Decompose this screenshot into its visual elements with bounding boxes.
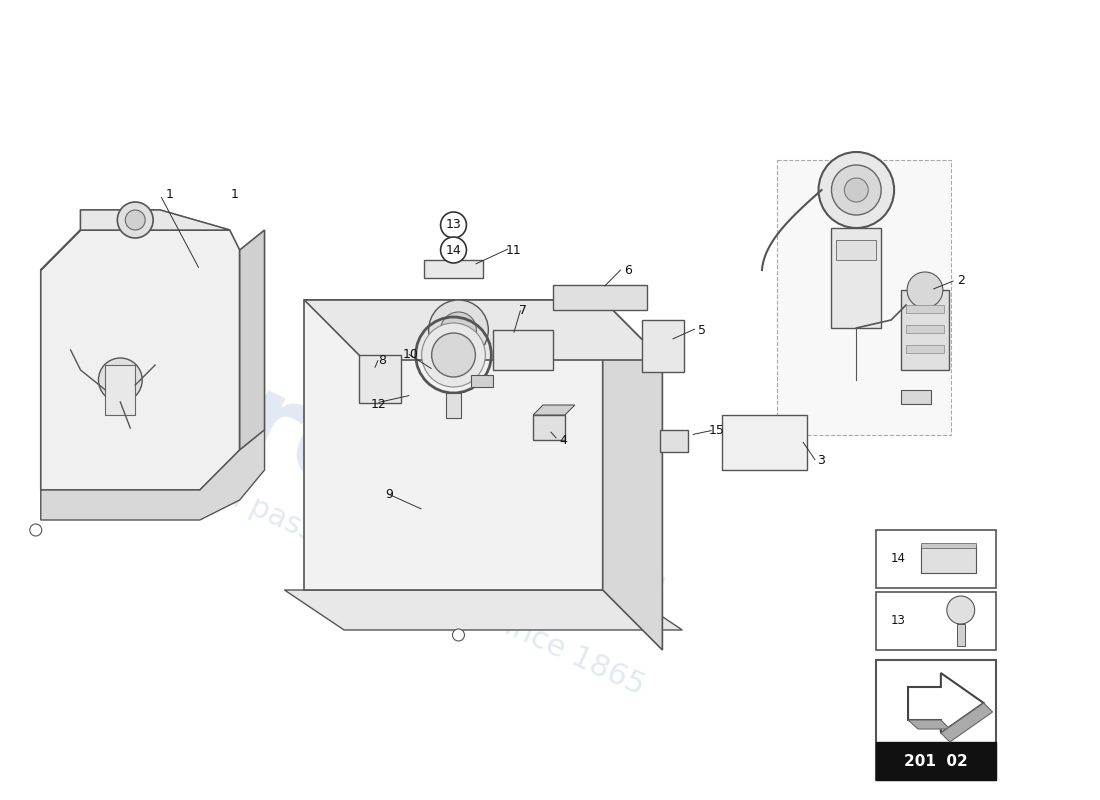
Circle shape (441, 237, 466, 263)
Circle shape (908, 272, 943, 308)
Circle shape (431, 333, 475, 377)
Circle shape (832, 165, 881, 215)
Text: 2: 2 (957, 274, 965, 286)
Circle shape (429, 300, 488, 360)
Bar (921, 545, 976, 573)
Bar (493, 330, 553, 370)
Bar (901, 390, 931, 404)
Text: 3: 3 (817, 454, 825, 466)
Circle shape (421, 323, 485, 387)
Bar (106, 365, 135, 415)
Bar (553, 285, 648, 310)
Bar (660, 430, 689, 452)
Bar (906, 345, 944, 353)
Text: 6: 6 (624, 263, 631, 277)
Circle shape (947, 596, 975, 624)
Bar (836, 240, 877, 260)
Circle shape (98, 358, 142, 402)
Bar (877, 742, 996, 780)
Polygon shape (305, 300, 603, 590)
Polygon shape (41, 210, 230, 270)
Bar (901, 290, 949, 370)
Bar (906, 325, 944, 333)
Circle shape (818, 152, 894, 228)
Polygon shape (603, 300, 662, 650)
Text: 7: 7 (519, 303, 527, 317)
Polygon shape (940, 703, 992, 742)
Circle shape (441, 212, 466, 238)
Text: euroParts: euroParts (84, 302, 684, 658)
Circle shape (452, 629, 464, 641)
Bar (359, 355, 400, 403)
Circle shape (118, 202, 153, 238)
Circle shape (441, 312, 476, 348)
Text: 15: 15 (710, 423, 725, 437)
Bar (472, 375, 493, 387)
Bar (446, 393, 462, 418)
Bar (877, 660, 996, 780)
Text: 12: 12 (371, 398, 387, 411)
Text: 13: 13 (891, 614, 906, 627)
Bar (957, 624, 965, 646)
Circle shape (845, 178, 868, 202)
Text: 8: 8 (378, 354, 386, 366)
Bar (722, 415, 806, 470)
Polygon shape (908, 720, 949, 729)
Circle shape (125, 210, 145, 230)
Text: 5: 5 (698, 323, 706, 337)
Bar (921, 543, 976, 548)
Text: 201  02: 201 02 (904, 754, 968, 769)
Bar (534, 415, 565, 440)
Bar (642, 320, 684, 372)
Bar (424, 260, 483, 278)
Polygon shape (305, 300, 662, 360)
Text: 11: 11 (505, 243, 521, 257)
Text: 1: 1 (166, 189, 174, 202)
Polygon shape (240, 230, 264, 450)
Text: 4: 4 (559, 434, 566, 446)
Bar (877, 530, 996, 588)
Polygon shape (41, 230, 240, 490)
Bar (906, 305, 944, 313)
Polygon shape (80, 210, 230, 230)
Bar (832, 228, 881, 328)
Text: 13: 13 (446, 218, 461, 231)
Text: a passion for parts since 1865: a passion for parts since 1865 (219, 479, 649, 701)
Text: 10: 10 (403, 349, 419, 362)
Text: 1: 1 (231, 189, 239, 202)
Text: 14: 14 (891, 553, 906, 566)
Polygon shape (534, 405, 575, 415)
Polygon shape (285, 590, 682, 630)
Polygon shape (41, 430, 264, 520)
Bar (877, 592, 996, 650)
Polygon shape (908, 673, 983, 733)
Text: 14: 14 (446, 243, 461, 257)
Circle shape (30, 524, 42, 536)
Bar (777, 160, 950, 435)
Text: 9: 9 (385, 489, 393, 502)
